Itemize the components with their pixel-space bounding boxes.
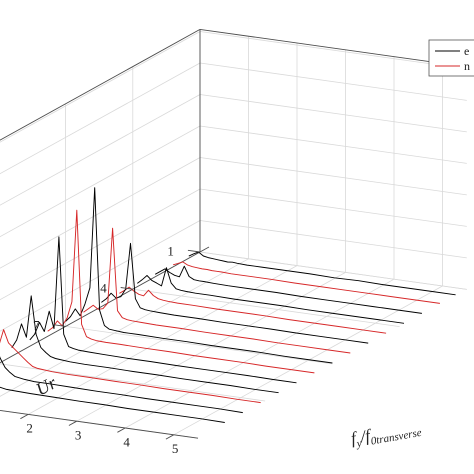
series-line-e xyxy=(0,386,225,423)
series-line-n xyxy=(172,261,440,304)
y-tick-mark xyxy=(120,287,133,290)
y-tick-label: 7 xyxy=(33,318,40,333)
series-line-e xyxy=(0,356,243,414)
series-line-e xyxy=(188,251,456,296)
x-tick-mark xyxy=(165,434,174,440)
x-tick-label: 2 xyxy=(26,421,33,436)
legend: e n xyxy=(428,39,474,77)
y-axis-line xyxy=(0,246,210,364)
legend-label-n: n xyxy=(464,59,470,73)
grid-line xyxy=(0,31,201,143)
box-edge xyxy=(199,28,467,68)
series-line-n xyxy=(119,286,387,334)
x-axis-label-sub1: y xyxy=(355,437,363,450)
x-tick-label: 3 xyxy=(75,428,82,443)
x-axis-label-sub2: 0transverse xyxy=(370,427,423,448)
x-axis-label: fy/f0transverse xyxy=(349,417,422,451)
grid-line xyxy=(0,94,201,206)
grid-line xyxy=(199,157,467,196)
x-tick-label: 4 xyxy=(123,434,130,449)
grid-line xyxy=(132,288,400,327)
y-tick-mark xyxy=(187,249,201,253)
grid-line xyxy=(0,62,201,175)
box-edge xyxy=(0,29,201,141)
y-tick-label: 4 xyxy=(100,281,107,296)
series-line-e xyxy=(29,236,297,384)
series-line-n xyxy=(0,329,261,404)
series-line-e xyxy=(137,267,405,324)
legend-label-e: e xyxy=(464,44,469,58)
y-tick-label: 1 xyxy=(167,243,174,258)
axes-layer xyxy=(0,28,467,439)
grid-line xyxy=(199,94,467,133)
x-axis-line xyxy=(0,409,199,439)
grid-layer xyxy=(0,29,467,439)
grid-line xyxy=(0,251,201,364)
svg-text:fy/f0transverse: fy/f0transverse xyxy=(349,417,422,451)
series-line-e xyxy=(101,242,369,344)
grid-line xyxy=(199,188,467,227)
series-line-e xyxy=(11,295,279,394)
grid-line xyxy=(0,188,201,301)
grid-line xyxy=(65,326,333,365)
grid-line xyxy=(199,125,467,164)
series-line-e xyxy=(65,187,333,364)
x-tick-mark xyxy=(20,414,29,420)
series-layer xyxy=(0,187,456,423)
x-axis-label-main: f xyxy=(349,428,359,448)
grid-line xyxy=(199,251,467,290)
x-tick-label: 5 xyxy=(172,441,179,456)
grid-line xyxy=(0,251,201,364)
series-line-e xyxy=(154,265,422,314)
x-tick-mark xyxy=(68,420,77,426)
grid-line xyxy=(199,62,467,101)
x-tick-mark xyxy=(117,427,126,433)
tick-layer: 01234514710 xyxy=(20,243,201,456)
grid-line xyxy=(199,31,467,70)
series-line-n xyxy=(47,209,315,374)
grid-line xyxy=(199,220,467,259)
legend-box xyxy=(428,39,474,77)
y-tick-mark xyxy=(53,324,66,327)
